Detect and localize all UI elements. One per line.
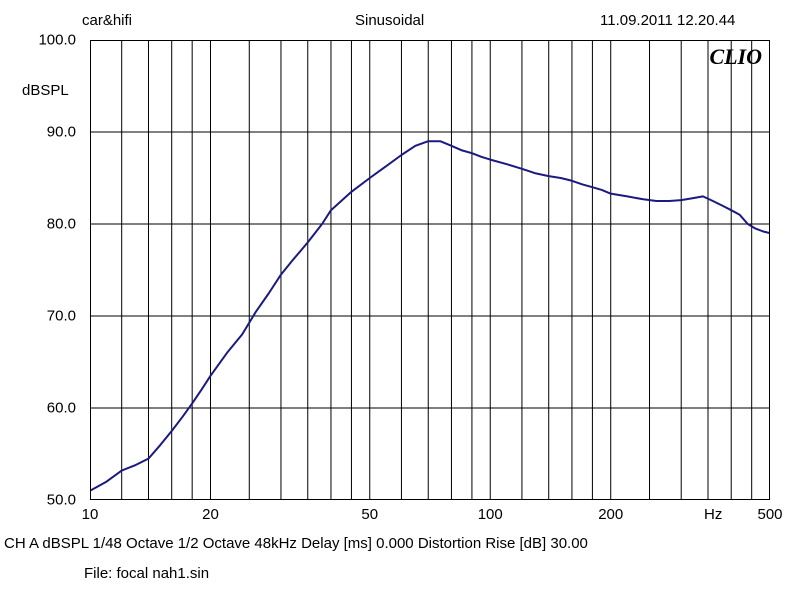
- xtick-label: 20: [202, 506, 219, 523]
- header-right: 11.09.2011 12.20.44: [600, 12, 735, 29]
- chart-area: CLIO 50.060.070.080.090.0100.0 102050100…: [90, 40, 770, 500]
- ytick-label: 50.0: [16, 492, 76, 509]
- ytick-label: 90.0: [16, 124, 76, 141]
- ytick-label: 60.0: [16, 400, 76, 417]
- xtick-label: 500: [757, 506, 782, 523]
- yaxis-label: dBSPL: [22, 82, 69, 99]
- header-center: Sinusoidal: [355, 12, 424, 29]
- xtick-label: 50: [361, 506, 378, 523]
- xtick-label: 200: [598, 506, 623, 523]
- xtick-label: 100: [478, 506, 503, 523]
- plot-border: [90, 40, 770, 500]
- ytick-label: 70.0: [16, 308, 76, 325]
- ytick-label: 80.0: [16, 216, 76, 233]
- footer-row1: CH A dBSPL 1/48 Octave 1/2 Octave 48kHz …: [4, 535, 800, 552]
- header-left: car&hifi: [82, 12, 132, 29]
- xtick-label: 10: [82, 506, 99, 523]
- ytick-label: 100.0: [16, 32, 76, 49]
- footer-row2: File: focal nah1.sin: [84, 565, 800, 582]
- xaxis-label: Hz: [704, 506, 722, 523]
- brand-logo: CLIO: [709, 44, 762, 70]
